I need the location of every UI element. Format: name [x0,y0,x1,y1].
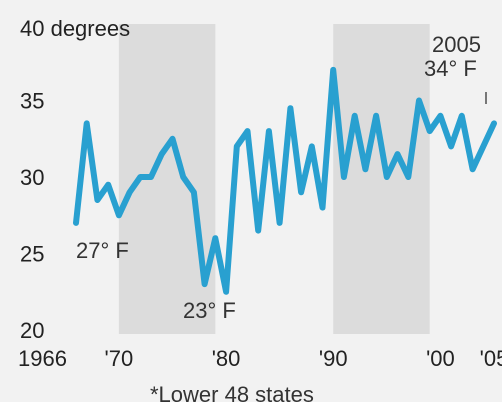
y-tick-label: 20 [20,318,44,343]
shaded-period-1 [333,24,430,334]
x-tick-label: 1966 [18,346,67,371]
annotation-2005-year: 2005 [432,32,481,57]
top-axis-label: 40 degrees [20,16,130,41]
x-tick-label: '90 [319,346,348,371]
y-tick-label: 35 [20,89,44,114]
series-line [73,66,497,295]
annotation-1966-low: 27° F [76,238,129,263]
shaded-periods [118,24,430,334]
y-tick-label: 25 [20,242,44,267]
annotations: 27° F 23° F 2005 34° F [76,32,487,323]
annotation-2005-value: 34° F [424,56,477,81]
x-axis-ticks: 1966 '70 '80 '90 '00 '05 [18,346,502,371]
x-tick-label: '70 [105,346,134,371]
annotation-1980-low: 23° F [183,298,236,323]
x-tick-label: '00 [426,346,455,371]
y-axis-ticks: 35 30 25 20 [20,89,44,344]
y-tick-label: 30 [20,165,44,190]
x-tick-label: '80 [212,346,241,371]
x-tick-label: '05 [480,346,502,371]
footnote: *Lower 48 states [150,382,314,402]
shaded-period-0 [118,24,216,334]
